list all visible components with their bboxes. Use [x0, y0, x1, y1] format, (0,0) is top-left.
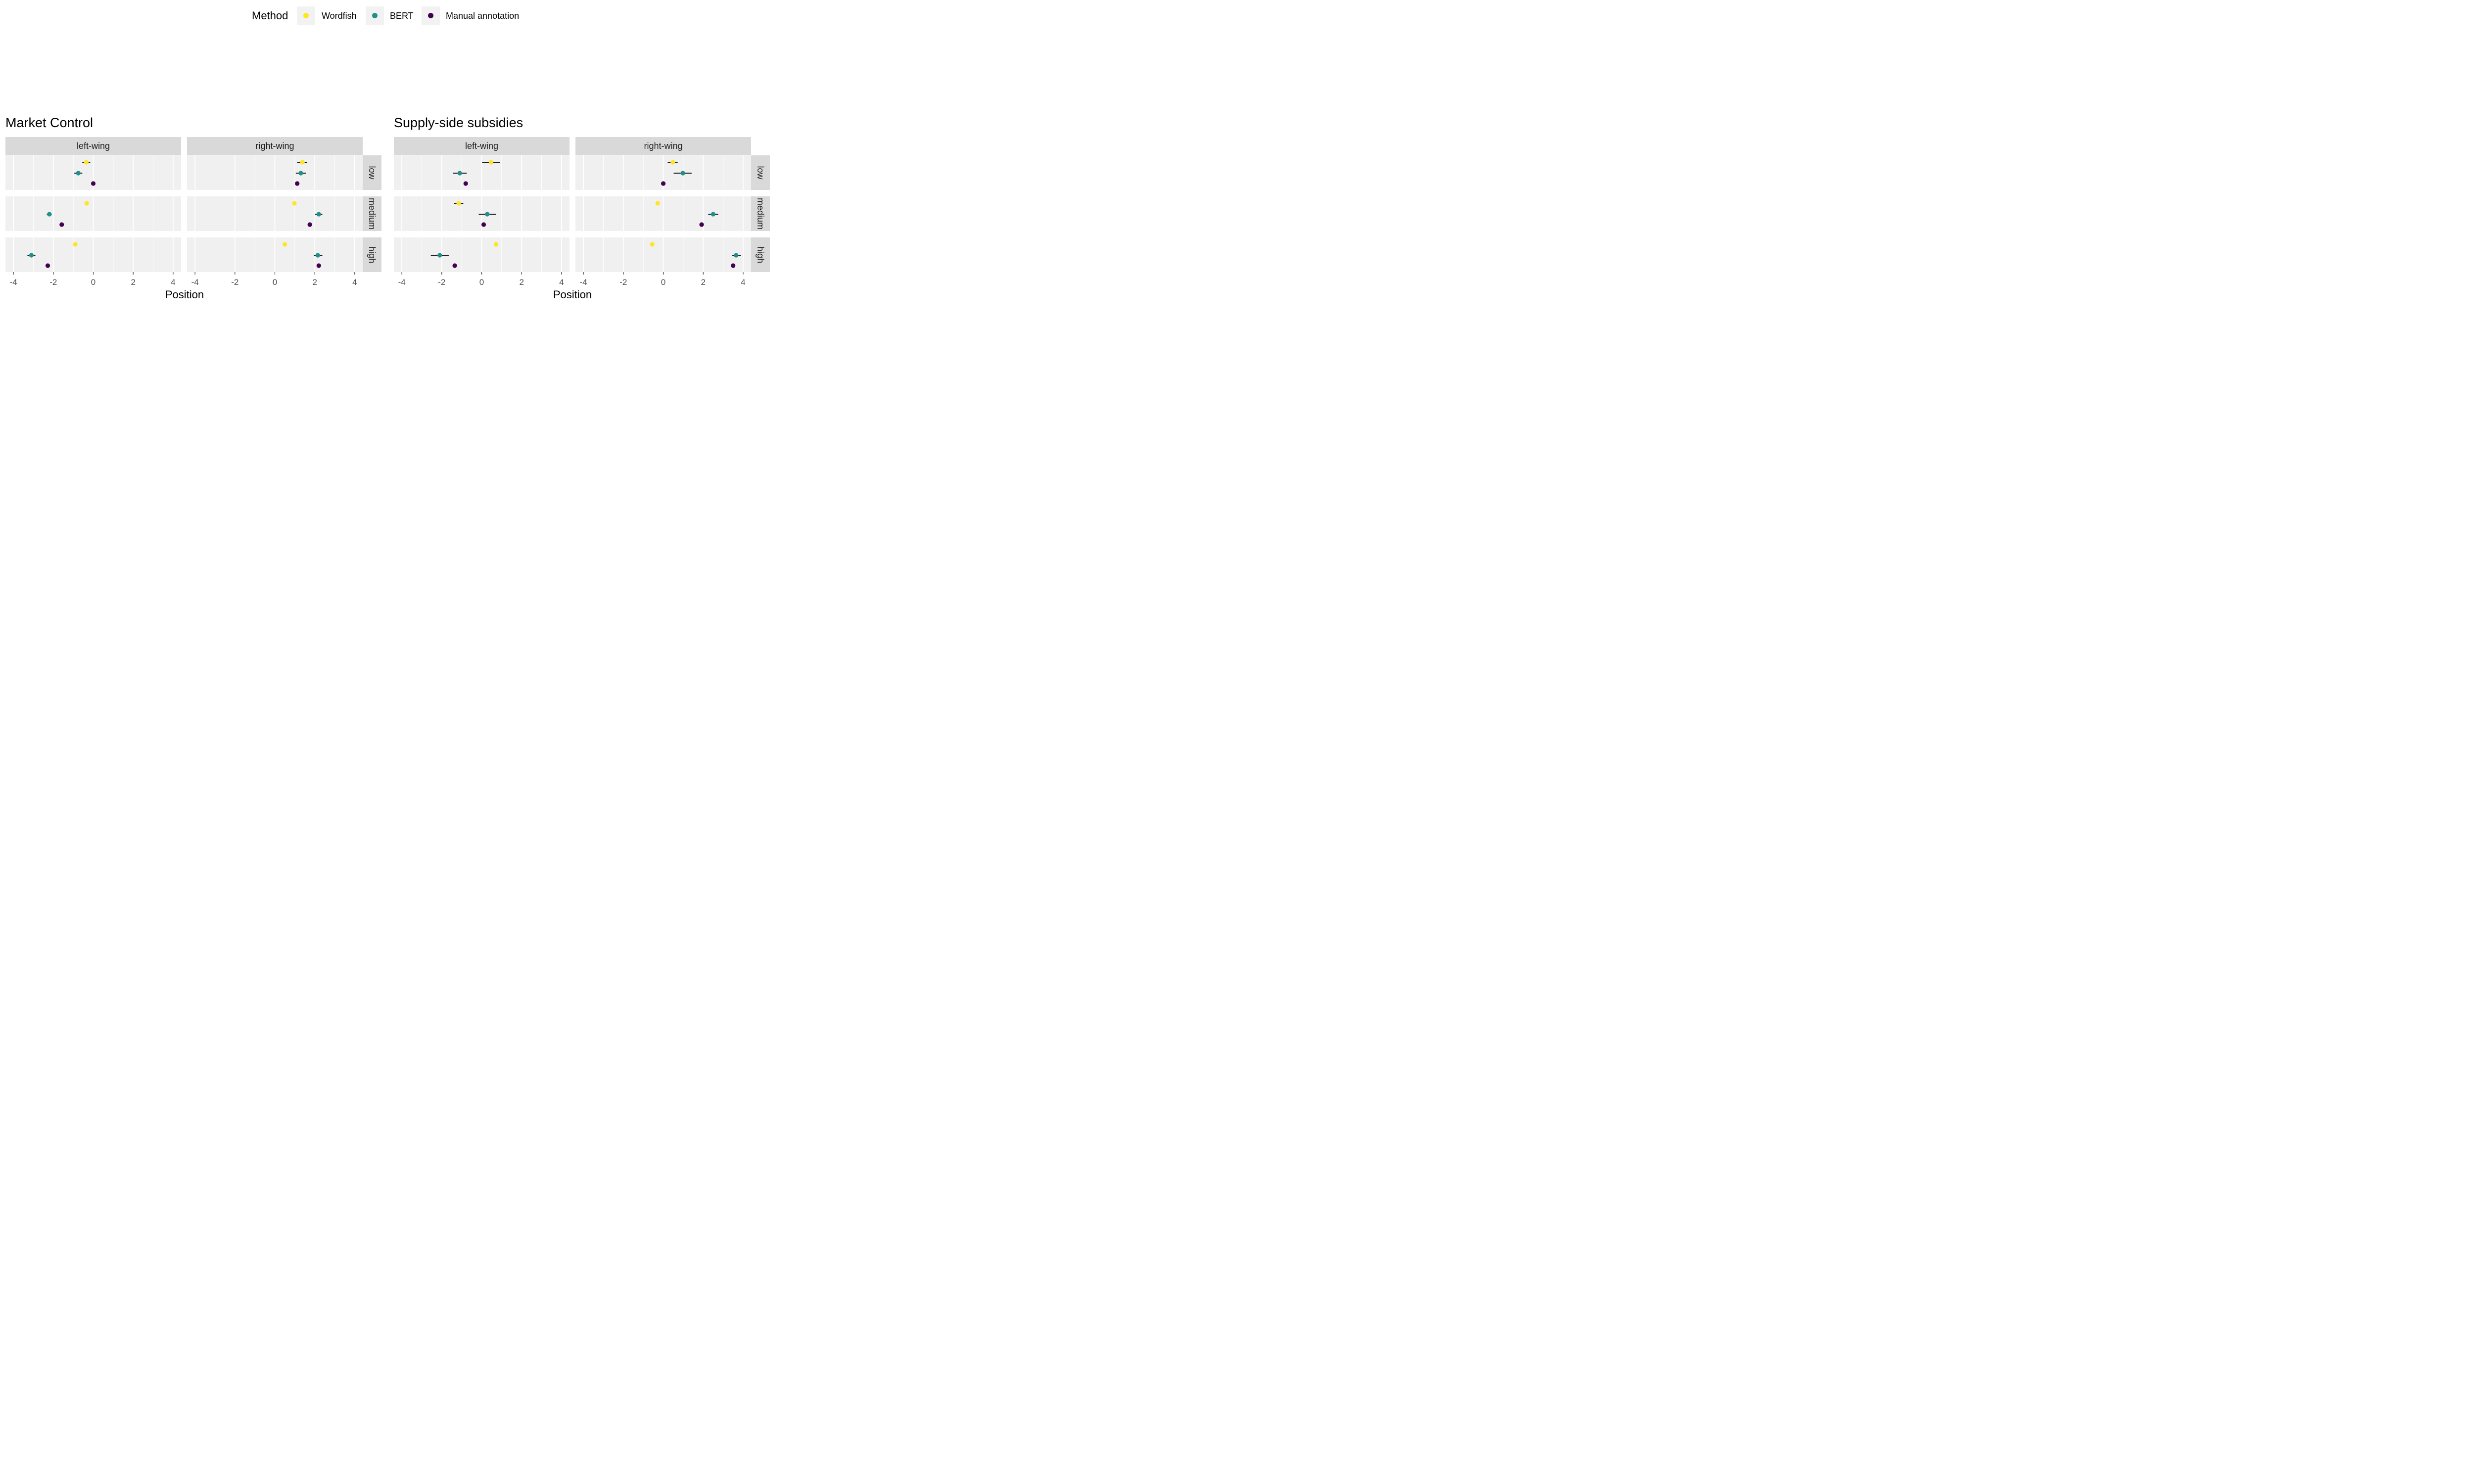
facet-label-low: low: [367, 166, 377, 180]
point-manual-annotation: [699, 222, 704, 227]
facet-label-right-wing: right-wing: [255, 141, 294, 151]
facet-label-low: low: [756, 166, 765, 180]
point-manual-annotation: [316, 263, 321, 268]
point-wordfish: [84, 201, 89, 206]
x-tick-label: -4: [580, 278, 587, 287]
point-bert: [47, 212, 52, 217]
point-wordfish: [84, 160, 89, 165]
x-tick-label: 4: [741, 278, 745, 287]
x-tick-label: 4: [171, 278, 175, 287]
facet-label-high: high: [367, 246, 377, 263]
x-tick-label: 0: [273, 278, 277, 287]
legend-item-bert: BERT: [366, 6, 414, 25]
legend-key-bert: [372, 13, 378, 18]
point-bert: [711, 212, 715, 217]
x-tick-label: -2: [619, 278, 627, 287]
point-wordfish: [650, 242, 655, 247]
figure: Method Wordfish BERT Manual annotation M…: [5, 6, 770, 301]
point-wordfish: [655, 201, 660, 206]
x-tick-label: 4: [352, 278, 357, 287]
chart-market-control: Market Control Position left-wing -4 -2 0 2 4…: [5, 115, 381, 301]
point-manual-annotation: [295, 181, 300, 186]
x-tick-label: 2: [519, 278, 523, 287]
facet-label-high: high: [756, 246, 765, 263]
x-tick-label: 4: [559, 278, 564, 287]
facet-strip-right-wing: [187, 137, 363, 155]
point-bert: [437, 253, 442, 258]
facet-strip-medium: [363, 196, 381, 231]
x-tick-label: 0: [661, 278, 666, 287]
facet-label-right-wing: right-wing: [644, 141, 682, 151]
facet-strip-right-wing: [575, 137, 751, 155]
legend-key-wordfish: [303, 13, 309, 18]
point-manual-annotation: [91, 181, 96, 186]
legend-key-manual-annotation: [428, 13, 433, 18]
x-tick-label: 2: [701, 278, 705, 287]
point-manual-annotation: [452, 263, 457, 268]
point-manual-annotation: [307, 222, 312, 227]
point-wordfish: [300, 160, 305, 165]
x-axis-title: Position: [165, 288, 204, 301]
chart-title: Supply-side subsidies: [394, 115, 523, 130]
legend-label-manual-annotation: Manual annotation: [446, 11, 519, 21]
x-tick-label: 2: [131, 278, 135, 287]
legend-label-bert: BERT: [390, 11, 414, 21]
x-tick-label: -4: [398, 278, 406, 287]
facet-strip-medium: [751, 196, 770, 231]
point-bert: [485, 212, 490, 217]
facet-strip-low: [363, 155, 381, 190]
point-wordfish: [456, 201, 461, 206]
facet-label-medium: medium: [367, 198, 377, 230]
point-manual-annotation: [731, 263, 736, 268]
legend-label-wordfish: Wordfish: [322, 11, 357, 21]
facet-strip-low: [751, 155, 770, 190]
legend-item-wordfish: Wordfish: [297, 6, 357, 25]
point-bert: [316, 212, 321, 217]
point-wordfish: [283, 242, 287, 247]
point-manual-annotation: [463, 181, 468, 186]
facet-label-medium: medium: [756, 198, 765, 230]
facet-strip-high: [751, 237, 770, 272]
point-manual-annotation: [661, 181, 666, 186]
point-bert: [457, 171, 462, 176]
point-bert: [76, 171, 81, 176]
point-bert: [298, 171, 303, 176]
point-bert: [734, 253, 739, 258]
facet-strip-left-wing: [5, 137, 181, 155]
x-tick-label: 0: [479, 278, 484, 287]
x-tick-label: -2: [231, 278, 238, 287]
point-manual-annotation: [45, 263, 50, 268]
point-wordfish: [670, 160, 675, 165]
x-tick-label: -4: [191, 278, 199, 287]
point-wordfish: [493, 242, 499, 247]
legend-item-manual-annotation: Manual annotation: [422, 6, 519, 25]
x-axis-title: Position: [553, 288, 592, 301]
point-bert: [315, 253, 320, 258]
x-tick-label: -2: [438, 278, 445, 287]
legend: Method Wordfish BERT Manual annotation: [252, 6, 519, 25]
point-manual-annotation: [59, 222, 64, 227]
x-tick-label: -4: [10, 278, 17, 287]
facet-strip-left-wing: [394, 137, 570, 155]
facet-label-left-wing: left-wing: [77, 141, 110, 151]
legend-title: Method: [252, 9, 288, 22]
chart-title: Market Control: [5, 115, 93, 130]
x-tick-label: -2: [49, 278, 57, 287]
facet-strip-high: [363, 237, 381, 272]
x-tick-label: 0: [91, 278, 95, 287]
point-wordfish: [488, 160, 494, 165]
point-manual-annotation: [481, 222, 486, 227]
x-tick-label: 2: [312, 278, 317, 287]
point-wordfish: [73, 242, 78, 247]
chart-supply-side-subsidies: Supply-side subsidies Position left-wing…: [394, 115, 770, 301]
facet-label-left-wing: left-wing: [465, 141, 498, 151]
point-bert: [29, 253, 34, 258]
point-bert: [680, 171, 685, 176]
point-wordfish: [292, 201, 297, 206]
